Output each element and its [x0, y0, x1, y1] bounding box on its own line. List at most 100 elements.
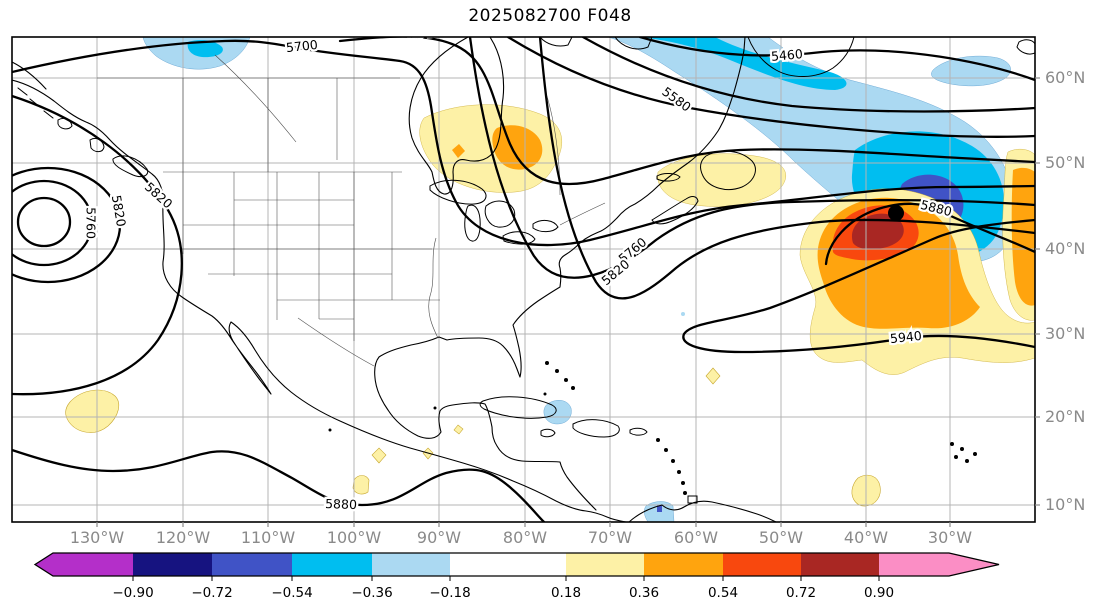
- contour-label: 5760: [84, 207, 99, 239]
- contour-label: 5820: [142, 179, 176, 211]
- river-mackenzie: [214, 54, 297, 143]
- colorbar-tick-label: −0.90: [112, 585, 153, 601]
- lon-tick-label: 60°W: [674, 528, 718, 547]
- contour-lines: [12, 37, 1035, 522]
- shade-lightblue-corner: [931, 55, 1011, 87]
- lat-tick-label: 10°N: [1045, 495, 1085, 514]
- lake-ontario: [532, 219, 559, 233]
- colorbar-tick-label: −0.36: [351, 585, 392, 601]
- shade-cyan-band: [640, 37, 847, 90]
- colorbar-segment: [133, 553, 212, 576]
- black-dot-marker: [888, 205, 904, 221]
- island-newfoundland: [700, 150, 756, 190]
- small-islands-dots: [328, 361, 977, 495]
- lon-tick-label: 110°W: [241, 528, 296, 547]
- colorbar-segment: [372, 553, 450, 576]
- contour-5820-east: [538, 37, 1035, 300]
- contour-5880-atlantic: [824, 202, 1035, 266]
- shade-yellow-pacific: [65, 389, 120, 433]
- chart-title: 2025082700 F048: [468, 6, 632, 26]
- shade-yellow-small-1: [371, 447, 387, 464]
- contour-5760-oval: [12, 179, 94, 267]
- shade-yellow-small-2: [352, 475, 370, 495]
- contour-5820-west: [12, 94, 183, 396]
- island-haida-gwaii: [89, 137, 105, 153]
- colorbar-segment: [450, 553, 566, 576]
- colorbar-segment: [644, 553, 723, 576]
- colorbar: −0.90 −0.72 −0.54 −0.36 −0.18 0.18 0.36 0.54 0.7…: [33, 552, 1000, 601]
- gridlines: [12, 37, 1035, 522]
- shade-orange-manitoba: [492, 125, 543, 170]
- lon-tick-label: 70°W: [588, 528, 632, 547]
- colorbar-segment: [53, 553, 133, 576]
- peninsula-nova-scotia: [651, 196, 699, 225]
- contour-label: 5580: [659, 84, 694, 115]
- colorbar-tick-label: −0.72: [191, 585, 232, 601]
- lon-tick-label: 100°W: [327, 528, 382, 547]
- colorbar-segment: [212, 553, 292, 576]
- shade-blue-dash: [657, 505, 662, 512]
- island-jamaica: [540, 428, 556, 438]
- contour-5580: [506, 37, 1035, 138]
- lake-superior: [429, 179, 487, 205]
- shade-lightblue-cuba: [543, 400, 572, 425]
- shade-lightblue-speck: [681, 312, 685, 316]
- lon-tick-label: 30°W: [928, 528, 972, 547]
- contour-5880-south: [12, 448, 546, 522]
- contour-label: 5700: [285, 37, 318, 55]
- island-anticosti: [656, 173, 681, 182]
- lon-tick-label: 40°W: [844, 528, 888, 547]
- lon-tick-label: 120°W: [156, 528, 211, 547]
- lat-tick-label: 50°N: [1045, 153, 1085, 172]
- island-cuba: [479, 396, 557, 419]
- colorbar-tick-label: 0.72: [786, 585, 816, 601]
- colorbar-tick-label: −0.54: [271, 585, 312, 601]
- shade-orange-right-arm: [1011, 167, 1035, 306]
- colorbar-segment: [723, 553, 801, 576]
- axis-layer: 130°W 120°W 110°W 100°W 90°W 80°W 70°W 60°W 50°W…: [70, 68, 1086, 547]
- contour-5640: [338, 37, 1035, 186]
- colorbar-segment: [566, 553, 644, 576]
- contour-label: 5640: [408, 23, 441, 40]
- contour-low-inner: [16, 196, 72, 248]
- island-baffin-1: [539, 37, 573, 47]
- lat-tick-label: 20°N: [1045, 407, 1085, 426]
- river-st-lawrence: [559, 202, 606, 226]
- contour-5520: [581, 37, 1035, 113]
- island-vancouver: [112, 155, 149, 178]
- colorbar-outline: [33, 552, 1000, 577]
- lake-huron: [484, 200, 516, 228]
- colorbar-tick-label: 0.36: [629, 585, 659, 601]
- island-puerto-rico: [629, 427, 648, 436]
- colorbar-segment: [879, 553, 949, 576]
- coast-gulf-east: [374, 37, 746, 511]
- contour-label: 5940: [889, 328, 922, 346]
- shade-cyan-topleft: [187, 39, 223, 58]
- coast-west-mainland: [12, 79, 627, 522]
- colorbar-segment: [801, 553, 879, 576]
- contour-5700: [12, 39, 1035, 247]
- contour-5460: [638, 37, 1035, 82]
- colorbar-right-arrow: [949, 553, 999, 576]
- shade-yellow-small-6: [705, 367, 721, 385]
- shade-orange-diamond: [452, 144, 465, 158]
- island-baffin-2: [614, 37, 653, 50]
- colorbar-tick-label: 0.54: [708, 585, 738, 601]
- lon-tick-label: 50°W: [759, 528, 803, 547]
- coast-alaska-panhandle: [12, 61, 47, 90]
- lat-tick-label: 60°N: [1045, 68, 1085, 87]
- colorbar-segment: [292, 553, 372, 576]
- state-borders: [97, 54, 606, 367]
- shade-yellow-small-4: [453, 424, 464, 435]
- lake-erie: [502, 231, 536, 245]
- colorbar-tick-label: 0.90: [864, 585, 894, 601]
- river-mississippi: [428, 237, 439, 339]
- contour-5820-oval: [12, 166, 122, 284]
- contour-label: 5820: [109, 194, 129, 228]
- island-hispaniola: [572, 419, 620, 438]
- lon-tick-label: 130°W: [70, 528, 125, 547]
- shade-yellow-newfoundland: [657, 153, 786, 207]
- map-border: [11, 36, 1036, 523]
